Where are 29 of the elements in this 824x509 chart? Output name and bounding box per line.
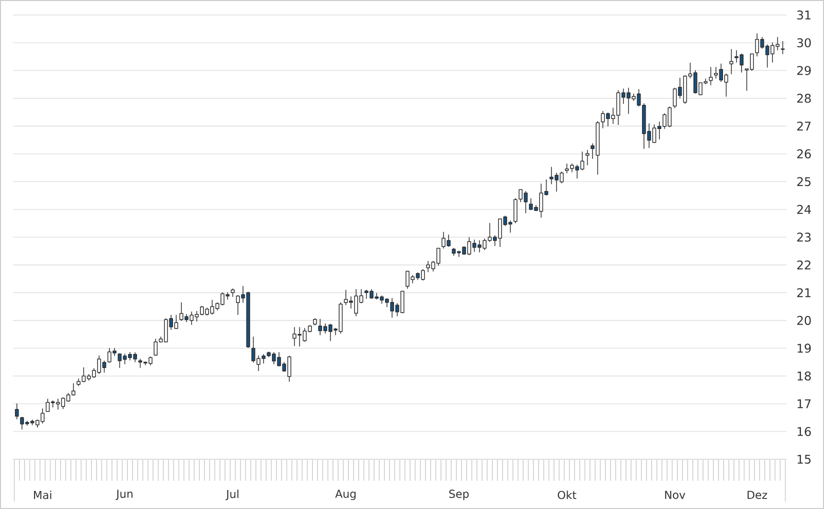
y-tick-label: 24 — [797, 204, 811, 214]
y-tick-label: 17 — [798, 399, 811, 408]
x-tick-label: Okt — [558, 490, 576, 500]
candlestick — [586, 150, 590, 166]
x-tick-label: Dez — [748, 490, 768, 499]
y-tick-label: 22 — [797, 260, 810, 270]
y-tick-label: 23 — [797, 232, 811, 242]
x-tick-label: Sep — [449, 490, 469, 500]
y-tick-label: 29 — [797, 66, 811, 76]
y-tick-label: 25 — [797, 177, 811, 186]
x-tick-label: Aug — [335, 490, 356, 500]
x-tick-label: Mai — [34, 490, 52, 500]
candlestick — [514, 198, 518, 224]
y-tick-label: 26 — [797, 149, 811, 158]
y-tick-label: 19 — [798, 344, 811, 353]
y-tick-label: 30 — [797, 38, 811, 48]
y-tick-label: 15 — [798, 454, 811, 464]
x-tick-label: Jul — [226, 490, 238, 500]
x-tick-label: Nov — [665, 490, 686, 499]
candlestick — [313, 318, 317, 326]
y-tick-label: 20 — [797, 316, 811, 325]
x-tick-label: Jun — [116, 490, 132, 500]
y-tick-label: 28 — [797, 94, 811, 103]
y-tick-label: 16 — [798, 426, 811, 436]
y-tick-label: 18 — [798, 371, 811, 381]
y-tick-label: 27 — [797, 122, 811, 131]
y-tick-label: 31 — [797, 10, 810, 20]
y-tick-label: 21 — [797, 288, 810, 298]
candlestick — [14, 403, 19, 420]
